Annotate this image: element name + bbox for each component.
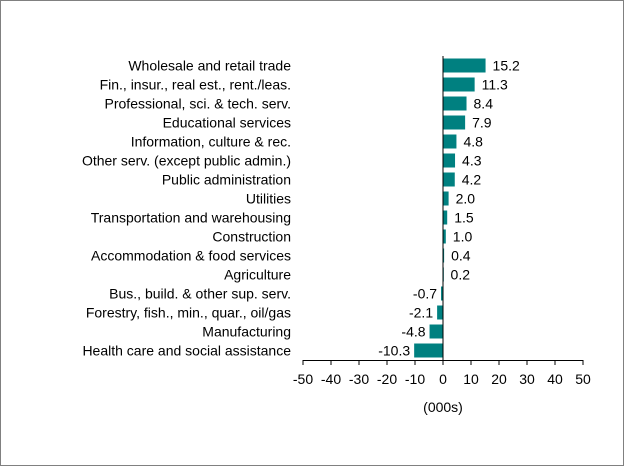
data-label: 1.5 — [454, 210, 474, 226]
category-label: Construction — [212, 229, 291, 245]
data-label: 7.9 — [472, 115, 492, 131]
category-label: Forestry, fish., min., quar., oil/gas — [86, 305, 291, 321]
x-tick-label: 20 — [491, 371, 507, 387]
category-label: Other serv. (except public admin.) — [82, 153, 291, 169]
data-label: 0.2 — [451, 267, 471, 283]
category-label: Accommodation & food services — [91, 248, 291, 264]
bar — [443, 172, 455, 187]
bar — [414, 343, 443, 358]
data-label: 1.0 — [453, 229, 473, 245]
x-tick-label: 40 — [547, 371, 563, 387]
x-axis-title: (000s) — [423, 399, 463, 415]
category-label: Bus., build. & other sup. serv. — [109, 286, 291, 302]
data-label: 4.3 — [462, 153, 482, 169]
category-label: Manufacturing — [202, 324, 291, 340]
category-label: Transportation and warehousing — [91, 210, 291, 226]
bars-layer — [414, 58, 486, 358]
x-tick-label: -50 — [293, 371, 313, 387]
bar — [443, 153, 456, 168]
x-tick-label: 10 — [463, 371, 479, 387]
axes-layer — [302, 56, 584, 365]
data-label: 4.2 — [462, 172, 482, 188]
bar — [443, 58, 486, 73]
category-label: Public administration — [162, 172, 291, 188]
data-label: -0.7 — [413, 286, 437, 302]
data-label: 2.0 — [456, 191, 476, 207]
data-label: -4.8 — [401, 324, 425, 340]
category-label: Fin., insur., real est., rent./leas. — [100, 77, 291, 93]
category-label: Wholesale and retail trade — [128, 58, 291, 74]
bar — [443, 191, 449, 206]
x-tick-label: 0 — [439, 371, 447, 387]
bar — [443, 248, 445, 263]
data-label: -2.1 — [409, 305, 433, 321]
data-label: 0.4 — [451, 248, 471, 264]
bar — [429, 324, 443, 339]
category-label: Health care and social assistance — [82, 343, 291, 359]
bar — [443, 134, 457, 149]
labels-layer: Wholesale and retail trade 15.2 Fin., insu… — [82, 58, 591, 388]
x-tick-label: -10 — [405, 371, 425, 387]
bar — [443, 77, 475, 92]
category-label: Agriculture — [224, 267, 291, 283]
bar — [443, 210, 448, 225]
x-tick-label: 30 — [519, 371, 535, 387]
category-label: Educational services — [163, 115, 291, 131]
x-tick-label: -40 — [321, 371, 341, 387]
x-tick-label: 50 — [575, 371, 591, 387]
category-label: Utilities — [246, 191, 291, 207]
bar — [441, 286, 443, 301]
data-label: 11.3 — [482, 77, 508, 93]
data-label: 4.8 — [463, 134, 483, 150]
data-label: -10.3 — [378, 343, 410, 359]
bar — [443, 96, 467, 111]
category-label: Information, culture & rec. — [131, 134, 291, 150]
x-tick-label: -30 — [349, 371, 369, 387]
bar — [443, 229, 446, 244]
data-label: 15.2 — [493, 58, 520, 74]
bar — [443, 115, 466, 130]
category-label: Professional, sci. & tech. serv. — [105, 96, 291, 112]
bar — [437, 305, 443, 320]
data-label: 8.4 — [474, 96, 494, 112]
x-tick-label: -20 — [377, 371, 397, 387]
